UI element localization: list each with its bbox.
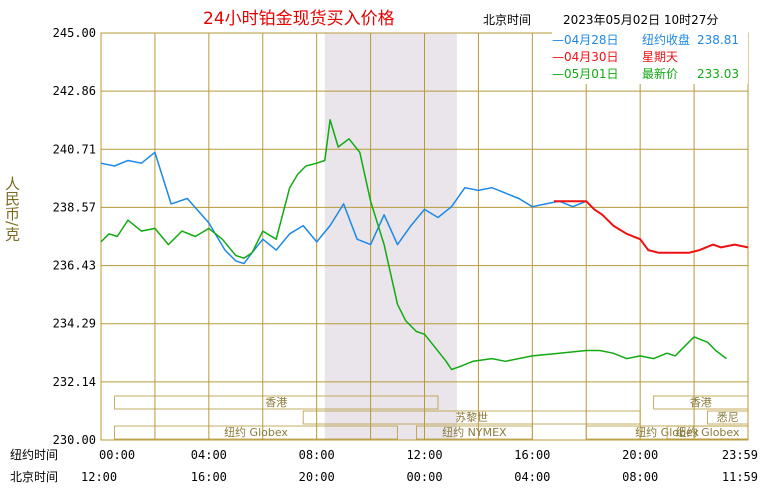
shaded-band (324, 33, 457, 440)
chart-title: 24小时铂金现货买入价格 (203, 9, 395, 29)
x-tick-ny: 20:00 (622, 448, 658, 462)
legend: —04月28日 纽约收盘 238.81— 04月30日 星期天— 05月01日 最新价 233… (552, 30, 748, 84)
session-box (114, 395, 439, 410)
x-tick-ny: 04:00 (191, 448, 227, 462)
x-tick-bj: 00:00 (406, 470, 442, 484)
x-tick-bj: 08:00 (622, 470, 658, 484)
x-tick-bj: 12:00 (81, 470, 117, 484)
session-box (707, 410, 749, 425)
timezone-label: 北京时间 (483, 13, 531, 27)
x-tick-ny: 23:59 (722, 448, 758, 462)
legend-value: 233.03 (697, 67, 739, 81)
session-box (653, 395, 749, 410)
session-box (416, 425, 533, 440)
session-label: 香港 (265, 396, 287, 409)
legend-desc: 星期天 (642, 50, 678, 64)
x-tick-ny: 08:00 (299, 448, 335, 462)
x-tick-bj: 20:00 (299, 470, 335, 484)
y-tick-label: 245.00 (53, 26, 96, 40)
legend-desc: 纽约收盘 (642, 32, 690, 47)
y-tick-label: 234.29 (53, 317, 96, 331)
nymex-shaded-region (324, 33, 457, 440)
chart-grid (100, 32, 749, 441)
session-label: 悉尼 (717, 411, 739, 424)
x-tick-ny: 16:00 (514, 448, 550, 462)
series-line-05月01日 (100, 119, 727, 371)
y-tick-label: 232.14 (53, 375, 96, 389)
session-label: 纽约 Globex (676, 425, 740, 439)
y-tick-label: 238.57 (53, 200, 96, 214)
session-label: 纽约 NYMEX (442, 425, 507, 439)
legend-date: 05月01日 (564, 67, 619, 81)
x-tick-bj: 11:59 (722, 470, 758, 484)
x-axis-ticks: 00:00 04:00 08:00 12:00 16:00 20:00 23:59 12:00… (81, 448, 758, 484)
series-line-04月28日 (100, 151, 587, 265)
x-tick-bj: 04:00 (514, 470, 550, 484)
legend-value: 238.81 (697, 33, 739, 47)
y-axis-label-text: 人民币/克 (3, 176, 21, 242)
session-label: 香港 (690, 396, 712, 409)
session-box (114, 425, 398, 440)
y-tick-label: 240.71 (53, 142, 96, 156)
y-tick-label: 230.00 (53, 433, 96, 447)
session-box (666, 425, 749, 440)
legend-date: 04月28日 (564, 33, 619, 47)
bj-time-row-label: 北京时间 (10, 470, 58, 484)
legend-line-glyph: — (552, 67, 564, 81)
x-tick-ny: 00:00 (99, 448, 135, 462)
legend-desc: 最新价 (642, 66, 678, 81)
y-axis-ticks: 245.00 242.86 240.71 238.57 236.43 234.29 232.… (53, 26, 96, 447)
legend-line-glyph: — (552, 50, 564, 64)
legend-line-glyph: — (552, 33, 564, 47)
y-tick-label: 242.86 (53, 84, 96, 98)
session-label: 纽约 Globex (224, 425, 288, 439)
price-series (100, 119, 749, 371)
y-tick-label: 236.43 (53, 259, 96, 273)
x-tick-ny: 12:00 (406, 448, 442, 462)
session-box (302, 410, 641, 425)
current-datetime: 2023年05月02日 10时27分 (563, 13, 718, 27)
series-line-04月30日 (553, 200, 749, 254)
y-axis-label: 人民币/克 (3, 176, 21, 242)
ny-time-row-label: 纽约时间 (10, 447, 58, 462)
session-label: 苏黎世 (455, 410, 488, 424)
legend-box (552, 30, 748, 84)
legend-date: 04月30日 (564, 50, 619, 64)
x-tick-bj: 16:00 (191, 470, 227, 484)
